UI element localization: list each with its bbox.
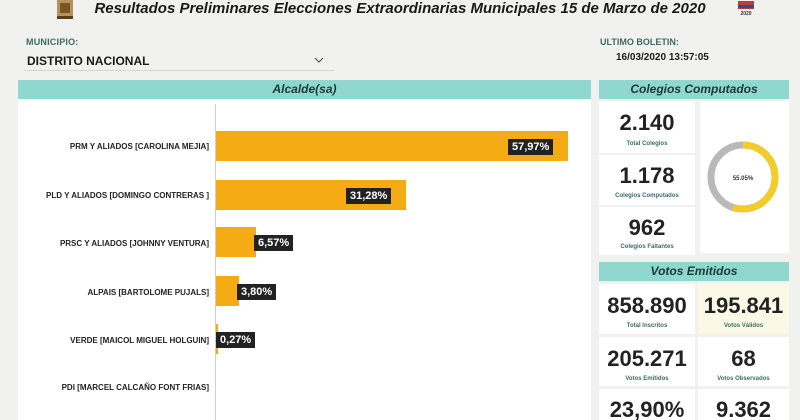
bar-alpais[interactable] (216, 276, 239, 306)
total-inscritos-caption: Total Inscritos (626, 323, 668, 329)
colegios-computados-caption: Colegios Computados (615, 193, 679, 199)
chevron-down-icon (314, 57, 324, 63)
municipio-dropdown[interactable]: DISTRITO NACIONAL (24, 51, 334, 71)
candidate-label-alpais: ALPAIS [BARTOLOME PUJALS] (87, 288, 209, 297)
colegios-title: Colegios Computados (599, 80, 789, 99)
candidate-label-pdi: PDI [MARCEL CALCAÑO FONT FRIAS] (61, 383, 209, 392)
elecciones-2020-logo-icon: 2020 (736, 0, 756, 20)
donut-label: 55.05% (733, 176, 754, 182)
total-colegios-card: 2.140 Total Colegios (599, 101, 695, 153)
progress-donut: 55.05% (707, 141, 779, 213)
chart-axis (215, 104, 216, 420)
donut-progress-arc (707, 141, 779, 213)
colegios-computados-card: 1.178 Colegios Computados (599, 155, 695, 205)
participacion-value: 23,90% (609, 397, 685, 420)
bar-prsc[interactable] (216, 227, 256, 257)
pct-label-verde: 0,27% (216, 332, 256, 348)
colegios-faltantes-value: 962 (628, 215, 666, 240)
colegios-computados-value: 1.178 (619, 163, 675, 188)
ultimo-boletin-value: 16/03/2020 13:57:05 (616, 52, 709, 63)
votos-title: Votos Emitidos (599, 262, 789, 281)
municipio-value: DISTRITO NACIONAL (27, 54, 150, 68)
colegios-faltantes-caption: Colegios Faltantes (620, 244, 674, 250)
votos-nulos-card: 9.362 (698, 389, 789, 420)
candidate-label-prsc: PRSC Y ALIADOS [JOHNNY VENTURA] (59, 239, 209, 248)
pct-label-prsc: 6,57% (254, 235, 294, 251)
votos-observados-caption: Votos Observados (717, 376, 770, 382)
total-inscritos-value: 858.890 (607, 293, 687, 318)
participacion-card: 23,90% (599, 389, 695, 420)
votos-validos-card: 195.841 Votos Válidos (698, 284, 789, 334)
logo-year: 2020 (740, 11, 752, 17)
header: Resultados Preliminares Elecciones Extra… (0, 0, 800, 22)
votos-validos-caption: Votos Válidos (723, 323, 764, 329)
pct-label-alpais: 3,80% (237, 284, 277, 300)
votos-observados-card: 68 Votos Observados (698, 337, 789, 386)
votos-emitidos-card: 205.271 Votos Emitidos (599, 337, 695, 386)
municipio-label: MUNICIPIO: (26, 37, 79, 47)
progress-donut-card: 55.05% (700, 101, 789, 253)
colegios-faltantes-card: 962 Colegios Faltantes (599, 207, 695, 255)
total-inscritos-card: 858.890 Total Inscritos (599, 284, 695, 334)
alcalde-title: Alcalde(sa) (18, 80, 591, 99)
votos-observados-value: 68 (731, 346, 756, 371)
total-colegios-caption: Total Colegios (626, 141, 668, 147)
votos-validos-value: 195.841 (703, 293, 784, 318)
votos-emitidos-caption: Votos Emitidos (625, 376, 669, 382)
candidate-label-verde: VERDE [MAICOL MIGUEL HOLGUIN] (70, 336, 209, 345)
votos-emitidos-value: 205.271 (607, 346, 687, 371)
pct-label-pld: 31,28% (346, 188, 392, 204)
votos-nulos-value: 9.362 (715, 397, 772, 420)
candidate-label-pld: PLD Y ALIADOS [DOMINGO CONTRERAS ] (46, 191, 209, 200)
page-title: Resultados Preliminares Elecciones Extra… (94, 0, 706, 17)
ultimo-boletin-label: ULTIMO BOLETIN: (600, 37, 679, 47)
pct-label-prm: 57,97% (508, 139, 554, 155)
candidate-label-prm: PRM Y ALIADOS [CAROLINA MEJIA] (69, 142, 209, 151)
total-colegios-value: 2.140 (619, 110, 675, 135)
jce-logo-icon (57, 0, 73, 19)
alcalde-panel: Alcalde(sa) PRM Y ALIADOS [CAROLINA MEJI… (18, 80, 591, 420)
